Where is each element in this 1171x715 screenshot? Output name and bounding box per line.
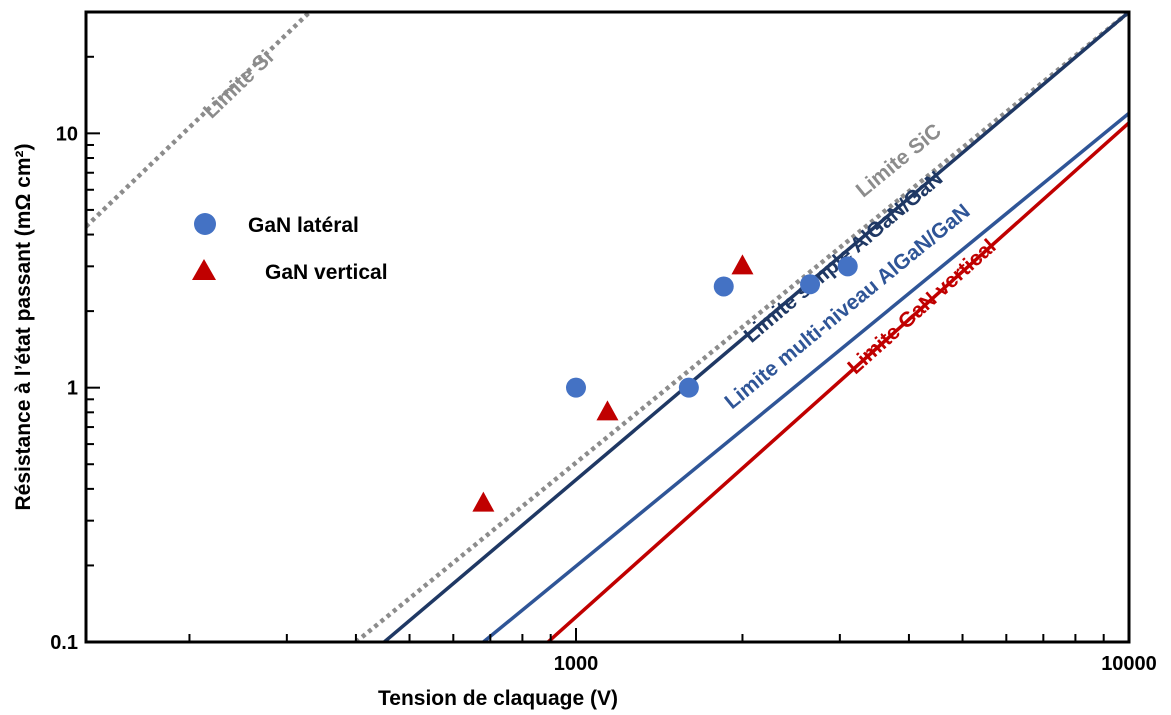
- legend-label-gan-lateral: GaN latéral: [248, 214, 359, 237]
- limit-lines: [86, 12, 1129, 642]
- limit-line-limite-si: [86, 12, 312, 229]
- marker-gan-lateral-3: [713, 276, 734, 297]
- limit-line-limite-simple-algan-gan: [383, 12, 1129, 642]
- plot-frame: [84, 10, 1131, 644]
- legend-marker-gan-vertical: [192, 259, 216, 280]
- marker-gan-lateral-4: [800, 274, 821, 295]
- marker-gan-lateral-2: [678, 377, 699, 398]
- limit-label-limite-si: Limite Si: [199, 46, 278, 123]
- legend-label-gan-vertical: GaN vertical: [265, 261, 388, 284]
- x-axis-title: Tension de claquage (V): [378, 687, 618, 710]
- legend-marker-gan-lateral: [194, 213, 216, 235]
- tick-labels: 1000 10000 0.1 1 10: [50, 123, 1157, 675]
- limit-line-limite-sic: [354, 12, 1129, 642]
- marker-gan-vertical-3: [731, 254, 754, 275]
- marker-gan-lateral-5: [837, 256, 858, 277]
- marker-gan-vertical-1: [472, 491, 495, 512]
- y-tick-label: 10: [56, 123, 78, 145]
- x-tick-label: 1000: [554, 653, 599, 675]
- marker-gan-vertical-2: [596, 400, 619, 421]
- y-tick-label: 1: [67, 378, 78, 400]
- legend: GaN latéral GaN vertical: [192, 213, 388, 284]
- y-tick-label: 0.1: [50, 632, 78, 654]
- marker-gan-lateral-1: [565, 377, 586, 398]
- limit-line-limite-multi-niveau-algan-gan: [482, 111, 1129, 642]
- axis-ticks: [86, 11, 1130, 643]
- y-axis-title: Résistance à l’état passant (mΩ cm²): [12, 144, 35, 511]
- x-tick-label: 10000: [1101, 653, 1157, 675]
- limit-line-limite-gan-vertical: [546, 121, 1129, 642]
- data-markers: [472, 254, 858, 512]
